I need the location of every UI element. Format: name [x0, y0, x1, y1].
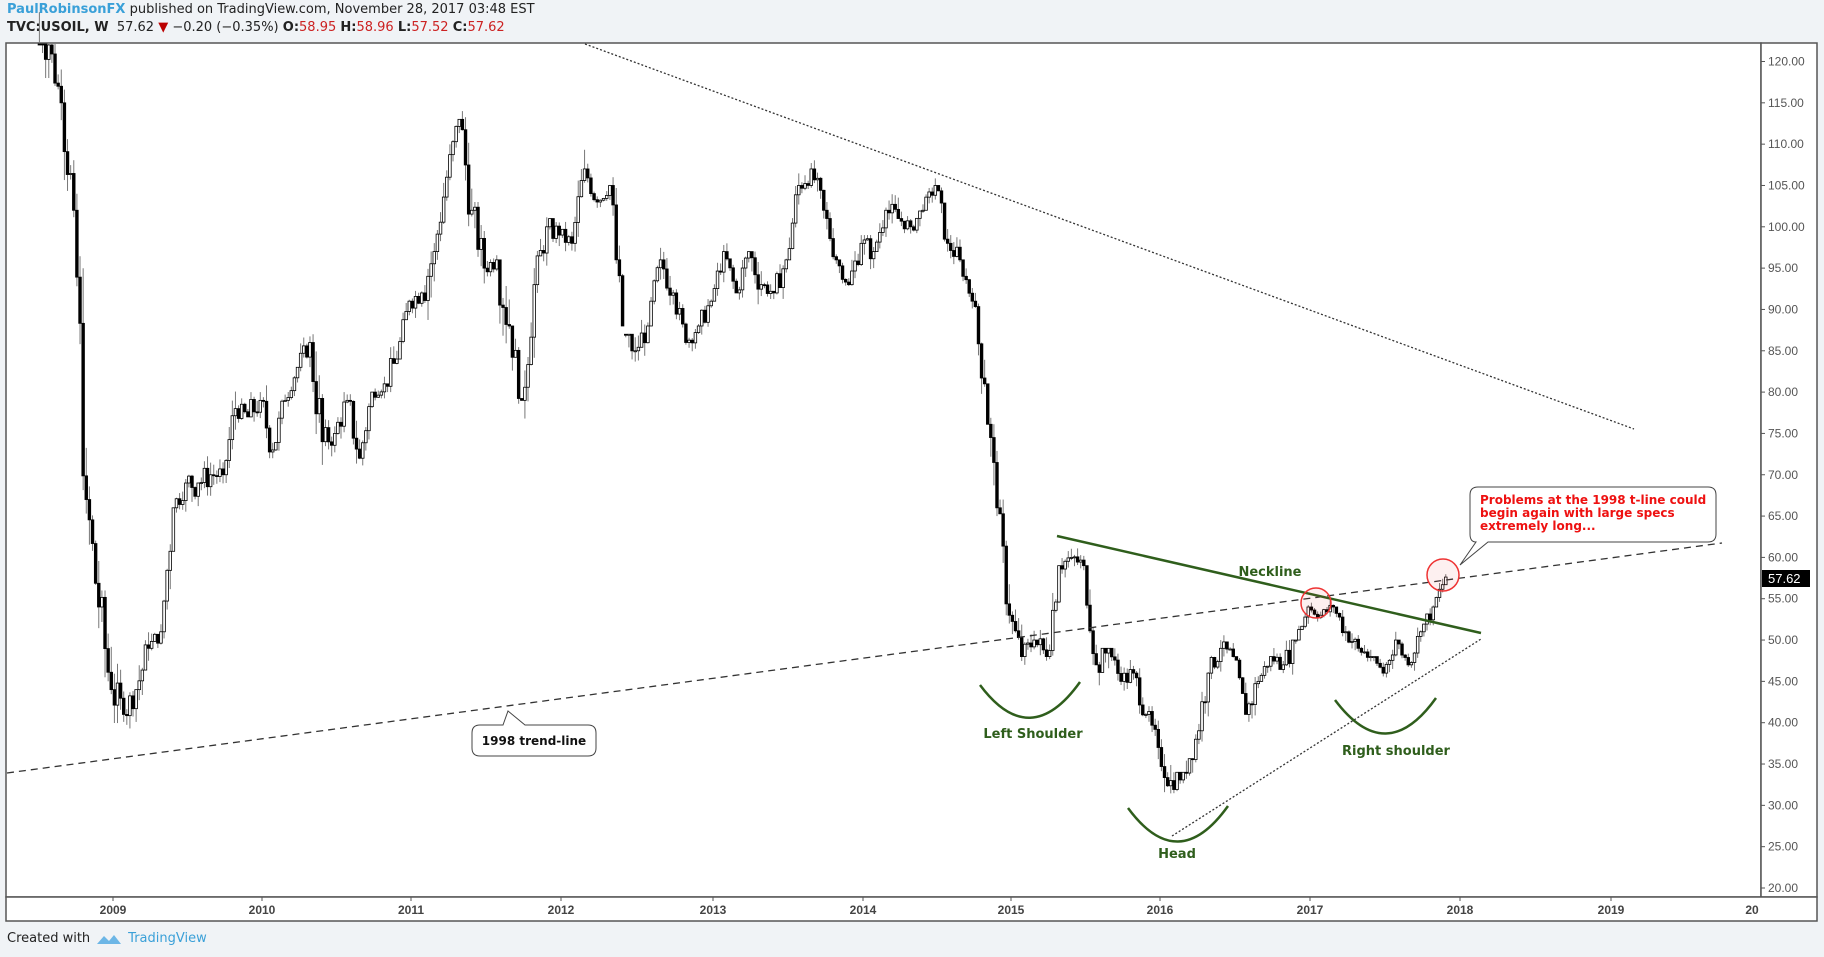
author-link[interactable]: PaulRobinsonFX — [7, 2, 126, 17]
price-change: −0.20 (−0.35%) — [172, 20, 279, 35]
y-tick-label: 80.00 — [1768, 385, 1798, 399]
y-tick-label: 40.00 — [1768, 716, 1798, 730]
x-tick-label: 2019 — [1598, 903, 1625, 917]
x-tick-label: 2018 — [1447, 903, 1474, 917]
close-label: C: — [452, 20, 468, 35]
left-shoulder-label: Left Shoulder — [983, 727, 1083, 742]
down-arrow-icon: ▼ — [158, 20, 169, 35]
y-tick-label: 95.00 — [1768, 261, 1798, 275]
left-shoulder-arc[interactable] — [978, 681, 1082, 719]
head-arc[interactable] — [1126, 805, 1230, 843]
y-tick-label: 120.00 — [1768, 55, 1805, 69]
x-tick-label: 2009 — [100, 903, 127, 917]
x-tick-label: 2014 — [850, 903, 877, 917]
plot-area[interactable] — [5, 42, 1762, 898]
y-tick-label: 85.00 — [1768, 344, 1798, 358]
low-value: 57.52 — [411, 20, 449, 35]
x-tick-label: 2012 — [548, 903, 575, 917]
symbol-label: TVC:USOIL, W — [7, 20, 109, 35]
trendline-callout-text: 1998 trend-line — [482, 734, 586, 748]
neckline[interactable] — [1056, 534, 1482, 635]
x-tick-label: 20 — [1745, 903, 1759, 917]
x-axis-ticks: 2009 2010 2011 2012 2013 2014 2015 2016 2017 2018… — [100, 897, 1759, 917]
last-price: 57.62 — [116, 20, 155, 35]
symbol-info: TVC:USOIL, W 57.62 ▼ −0.20 (−0.35%) O:58… — [7, 20, 505, 35]
open-label: O: — [282, 20, 300, 35]
y-tick-label: 60.00 — [1768, 550, 1798, 564]
last-price-tag: 57.62 — [1762, 570, 1810, 587]
resistance-circle-2017[interactable] — [1300, 587, 1332, 619]
callout-line-2: begin again with large specs — [1480, 506, 1675, 520]
y-tick-label: 25.00 — [1768, 840, 1798, 854]
trendline-1998[interactable] — [6, 542, 1723, 774]
x-tick-label: 2015 — [998, 903, 1025, 917]
x-tick-label: 2011 — [398, 903, 424, 917]
right-shoulder-label: Right shoulder — [1342, 744, 1451, 759]
x-tick-label: 2017 — [1297, 903, 1324, 917]
open-value: 58.95 — [299, 20, 337, 35]
x-tick-label: 2013 — [700, 903, 727, 917]
head-label: Head — [1158, 847, 1196, 862]
right-shoulder-arc[interactable] — [1334, 697, 1438, 735]
y-tick-label: 50.00 — [1768, 633, 1798, 647]
low-label: L: — [397, 20, 412, 35]
y-tick-label: 45.00 — [1768, 674, 1798, 688]
y-tick-label: 115.00 — [1768, 96, 1804, 110]
high-label: H: — [340, 20, 357, 35]
y-tick-label: 90.00 — [1768, 302, 1798, 316]
created-with-text: Created with — [7, 931, 91, 946]
publish-info: PaulRobinsonFX published on TradingView.… — [7, 2, 535, 17]
y-tick-label: 65.00 — [1768, 509, 1798, 523]
neckline-label: Neckline — [1238, 565, 1301, 580]
x-tick-label: 2016 — [1147, 903, 1174, 917]
current-price-circle[interactable] — [1426, 558, 1460, 592]
close-value: 57.62 — [467, 20, 505, 35]
rising-support-line[interactable] — [1171, 638, 1482, 837]
y-tick-label: 100.00 — [1768, 220, 1805, 234]
y-tick-label: 110.00 — [1768, 137, 1804, 151]
callout-line-3: extremely long... — [1480, 519, 1596, 533]
y-tick-label: 20.00 — [1768, 881, 1798, 895]
footer: Created with TradingView — [7, 931, 207, 946]
time-axis[interactable] — [5, 896, 1818, 922]
trendline-callout[interactable]: 1998 trend-line — [471, 710, 597, 757]
y-tick-label: 35.00 — [1768, 757, 1798, 771]
y-tick-label: 30.00 — [1768, 798, 1798, 812]
y-tick-label: 55.00 — [1768, 592, 1798, 606]
y-tick-label: 70.00 — [1768, 468, 1798, 482]
y-tick-label: 105.00 — [1768, 178, 1805, 192]
problems-callout-text: Problems at the 1998 t-line could begin … — [1480, 493, 1710, 533]
x-tick-label: 2010 — [249, 903, 276, 917]
last-price-tag-text: 57.62 — [1768, 571, 1801, 586]
tradingview-link[interactable]: TradingView — [128, 931, 207, 946]
y-tick-label: 75.00 — [1768, 426, 1798, 440]
published-text: published on TradingView.com, November 2… — [125, 2, 535, 17]
tradingview-logo-icon[interactable] — [96, 932, 122, 946]
y-axis-ticks: 120.00 115.00 110.00 105.00 100.00 95.00 90.00… — [1761, 55, 1805, 895]
high-value: 58.96 — [356, 20, 394, 35]
problems-callout[interactable]: Problems at the 1998 t-line could begin … — [1459, 486, 1717, 566]
callout-line-1: Problems at the 1998 t-line could — [1480, 493, 1706, 507]
